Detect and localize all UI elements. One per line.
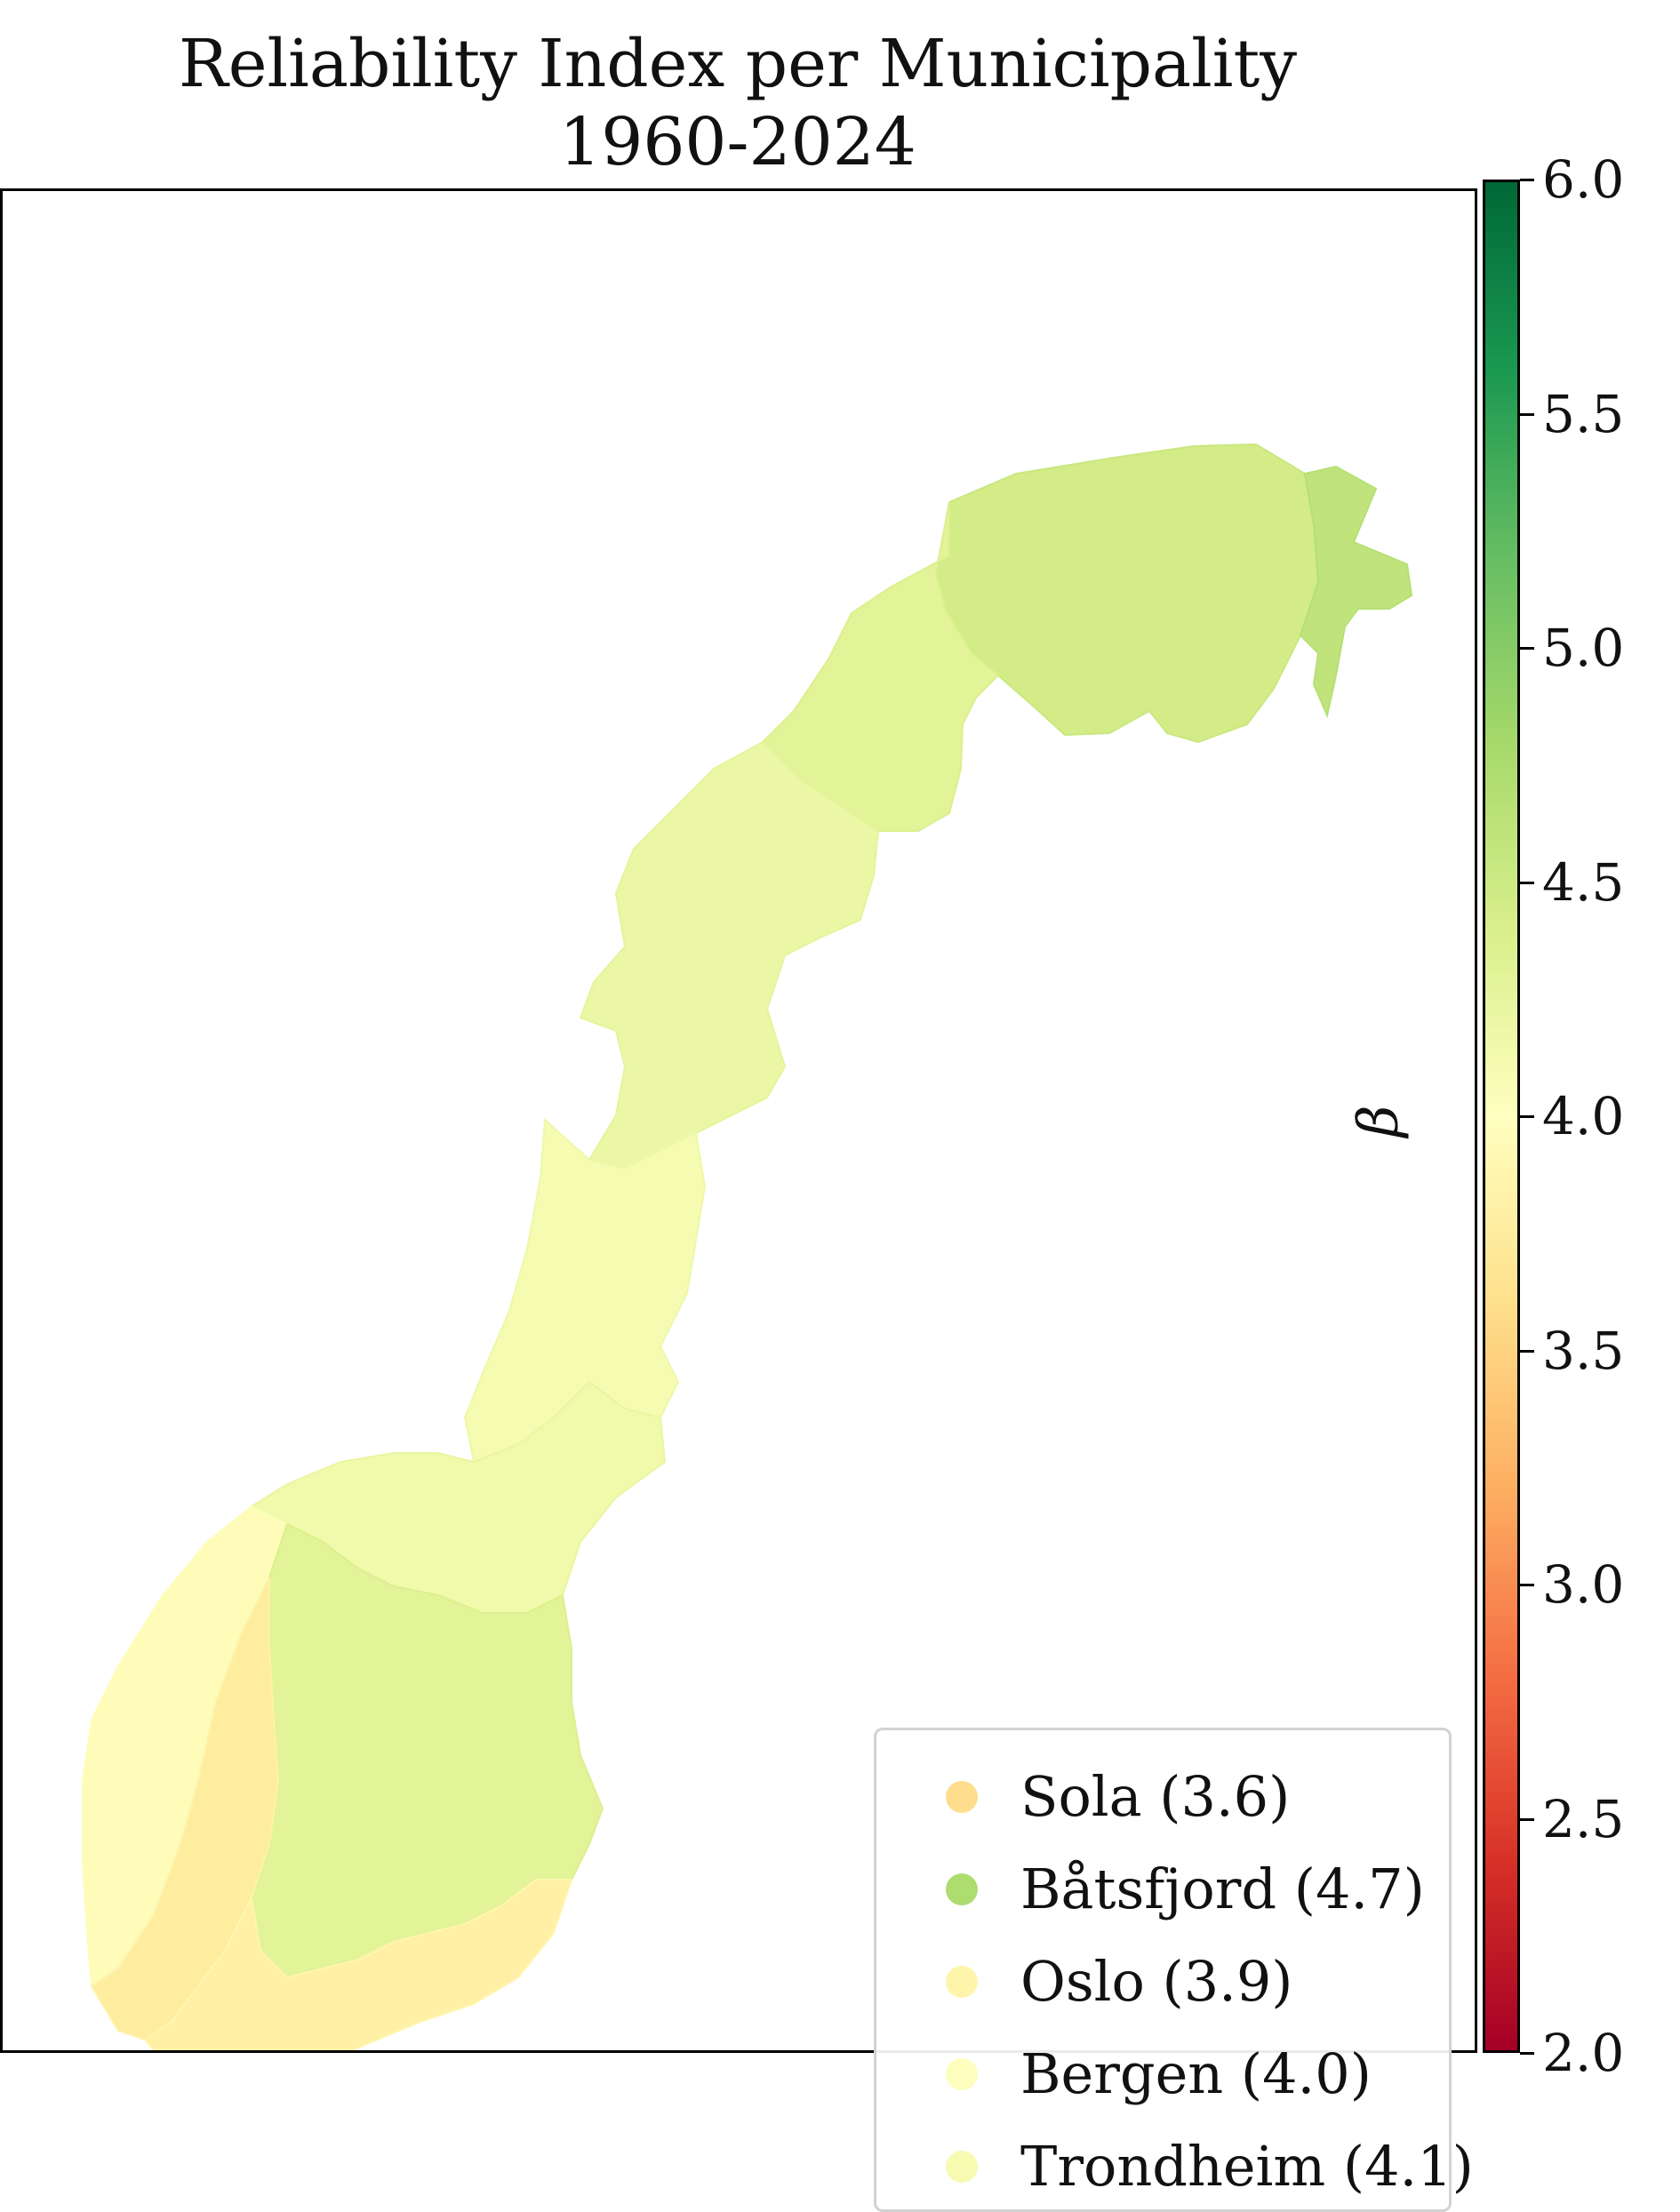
map-subtitle: 1960-2024 (559, 104, 916, 180)
region-finnmark (934, 443, 1320, 744)
legend-marker (946, 2058, 978, 2090)
legend-marker (946, 1873, 978, 1905)
colorbar-label: β (1345, 1105, 1411, 1138)
colorbar-tick-label: 3.5 (1542, 1320, 1625, 1381)
colorbar-tick (1520, 179, 1534, 181)
colorbar-tick-label: 2.0 (1542, 2023, 1625, 2083)
legend-label: Trondheim (4.1) (1020, 2134, 1474, 2199)
map-frame: Sola (3.6) Båtsfjord (4.7) Oslo (3.9) Berge… (0, 188, 1477, 2212)
colorbar-tick (1520, 1817, 1534, 1821)
legend-item: Trondheim (4.1) (876, 2127, 1474, 2207)
colorbar-tick-label: 3.0 (1542, 1554, 1625, 1615)
municipality-layer (82, 443, 1413, 2050)
legend-label: Båtsfjord (4.7) (1020, 1857, 1425, 1921)
colorbar-tick (1520, 1349, 1534, 1353)
colorbar-tick-label: 6.0 (1542, 149, 1625, 210)
region-south (143, 1879, 573, 2050)
legend-item: Sola (3.6) (876, 1757, 1449, 1837)
colorbar-tick (1520, 647, 1534, 650)
map-title: Reliability Index per Municipality (179, 26, 1297, 102)
colorbar-tick (1520, 1115, 1534, 1118)
legend-item: Båtsfjord (4.7) (876, 1849, 1449, 1929)
legend-item: Oslo (3.9) (876, 1942, 1449, 2022)
colorbar-tick-label: 2.5 (1542, 1788, 1625, 1849)
legend-marker (946, 1966, 978, 1998)
legend-marker (946, 2151, 978, 2183)
region-east-finnmark (1299, 465, 1413, 719)
legend-label: Oslo (3.9) (1020, 1949, 1293, 2014)
colorbar (1483, 180, 1520, 2053)
legend-marker (946, 1781, 978, 1813)
colorbar-tick (1520, 412, 1534, 416)
map-legend: Sola (3.6) Båtsfjord (4.7) Oslo (3.9) Berge… (874, 1728, 1474, 2212)
colorbar-tick-label: 5.0 (1542, 618, 1625, 678)
colorbar-tick (1520, 1584, 1534, 1586)
legend-label: Sola (3.6) (1020, 1764, 1291, 1829)
colorbar-tick-label: 4.0 (1542, 1086, 1625, 1146)
legend-item: Bergen (4.0) (876, 2034, 1449, 2114)
legend-label: Bergen (4.0) (1020, 2041, 1372, 2106)
colorbar-tick (1520, 2052, 1534, 2055)
colorbar-tick-label: 5.5 (1542, 383, 1625, 444)
colorbar-tick-label: 4.5 (1542, 851, 1625, 913)
norway-map (82, 443, 1413, 2050)
colorbar-tick (1520, 881, 1534, 884)
region-nordland-north (579, 740, 880, 1170)
